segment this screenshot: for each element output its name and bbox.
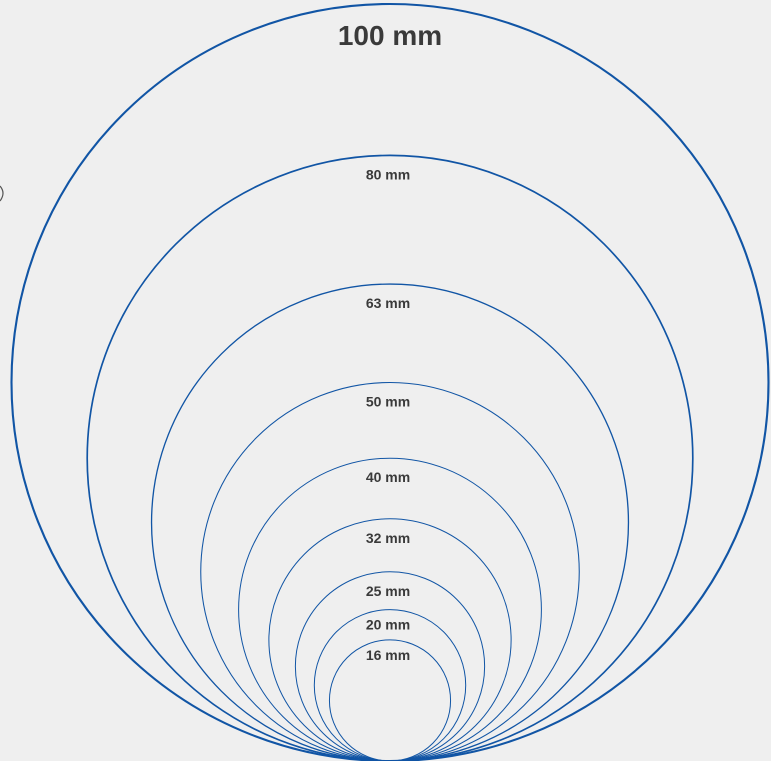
circle-100mm (10, 3, 770, 761)
label-50mm: 50 mm (366, 394, 410, 410)
label-32mm: 32 mm (366, 530, 410, 546)
label-25mm: 25 mm (366, 583, 410, 599)
label-16mm: 16 mm (366, 647, 410, 663)
label-40mm: 40 mm (366, 469, 410, 485)
circle-50mm (200, 382, 580, 761)
circle-80mm (86, 154, 694, 761)
circle-32mm (268, 518, 512, 761)
size-labels: 100 mm 80 mm 63 mm 50 mm 40 mm 32 mm 25 mm 20 m… (338, 20, 442, 663)
circle-25mm (294, 571, 486, 761)
label-100mm: 100 mm (338, 20, 442, 51)
label-63mm: 63 mm (366, 295, 410, 311)
label-20mm: 20 mm (366, 617, 410, 633)
stray-edge-mark (0, 185, 4, 202)
circle-16mm (328, 639, 452, 761)
label-80mm: 80 mm (366, 166, 410, 182)
size-rings (10, 3, 770, 761)
